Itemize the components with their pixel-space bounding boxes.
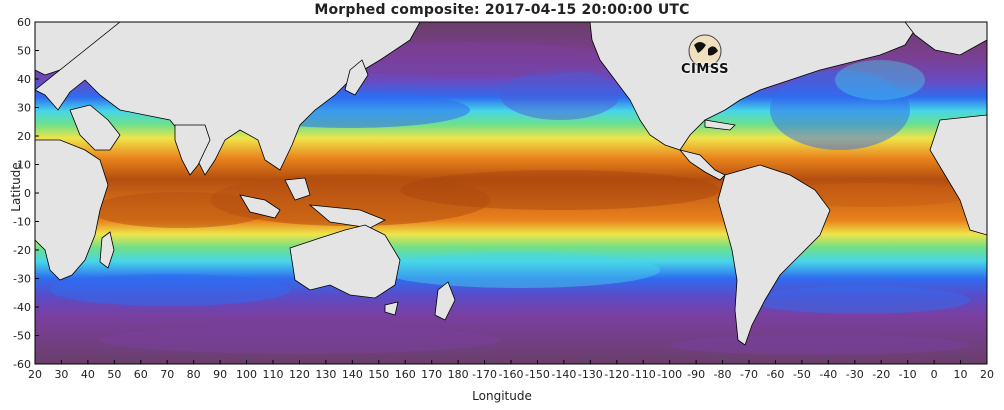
x-axis-ticks: 20 30 40 50 60 70 80 90 100 110 120 130 140 150 160 170… <box>28 360 994 381</box>
x-tick-label: 60 <box>134 368 148 381</box>
x-tick-label: 100 <box>236 368 257 381</box>
x-tick-label: -170 <box>472 368 497 381</box>
y-tick-label: -40 <box>13 301 31 314</box>
x-tick-label: -10 <box>899 368 917 381</box>
x-tick-label: 50 <box>107 368 121 381</box>
y-axis-label: Latitude <box>9 162 23 212</box>
x-tick-label: 140 <box>342 368 363 381</box>
cimss-logo: CIMSS <box>676 33 734 77</box>
x-axis-label: Longitude <box>472 389 532 403</box>
x-tick-label: 170 <box>421 368 442 381</box>
y-tick-label: -30 <box>13 273 31 286</box>
y-tick-label: -20 <box>13 244 31 257</box>
y-tick-label: -50 <box>13 330 31 343</box>
land-masses <box>35 22 987 346</box>
y-tick-label: 50 <box>17 45 31 58</box>
cimss-globe-icon <box>688 34 722 68</box>
x-tick-label: -40 <box>819 368 837 381</box>
x-tick-label: -60 <box>766 368 784 381</box>
x-tick-label: -130 <box>578 368 603 381</box>
x-tick-label: -110 <box>631 368 656 381</box>
x-tick-label: 110 <box>263 368 284 381</box>
x-tick-label: 160 <box>395 368 416 381</box>
x-tick-label: -100 <box>657 368 682 381</box>
x-tick-label: 10 <box>954 368 968 381</box>
x-tick-label: 80 <box>187 368 201 381</box>
chart-title: Morphed composite: 2017-04-15 20:00:00 U… <box>314 2 690 18</box>
x-tick-label: 20 <box>28 368 42 381</box>
x-tick-label: -80 <box>714 368 732 381</box>
x-tick-label: -120 <box>604 368 629 381</box>
x-tick-label: 180 <box>448 368 469 381</box>
y-tick-label: -10 <box>13 216 31 229</box>
y-tick-label: 0 <box>24 187 31 200</box>
x-tick-label: -70 <box>740 368 758 381</box>
y-tick-label: 40 <box>17 73 31 86</box>
x-tick-label: -140 <box>551 368 576 381</box>
x-tick-label: 20 <box>980 368 994 381</box>
x-tick-label: 40 <box>81 368 95 381</box>
x-tick-label: 70 <box>160 368 174 381</box>
y-tick-label: -60 <box>13 358 31 371</box>
x-tick-label: 130 <box>315 368 336 381</box>
x-tick-label: 90 <box>213 368 227 381</box>
y-tick-label: 20 <box>17 130 31 143</box>
logo-text: CIMSS <box>681 62 729 77</box>
y-tick-label: 30 <box>17 102 31 115</box>
x-tick-label: -150 <box>525 368 550 381</box>
x-tick-label: -30 <box>846 368 864 381</box>
y-axis-ticks: 60 50 40 30 20 10 0 -10 -20 -30 -40 -50 -60 <box>13 16 39 371</box>
x-tick-label: 30 <box>54 368 68 381</box>
x-tick-label: -90 <box>687 368 705 381</box>
x-tick-label: 0 <box>931 368 938 381</box>
x-tick-label: -50 <box>793 368 811 381</box>
y-tick-label: 10 <box>17 159 31 172</box>
x-tick-label: 150 <box>368 368 389 381</box>
x-tick-label: 120 <box>289 368 310 381</box>
x-tick-label: -20 <box>872 368 890 381</box>
x-tick-label: -160 <box>499 368 524 381</box>
y-tick-label: 60 <box>17 16 31 29</box>
